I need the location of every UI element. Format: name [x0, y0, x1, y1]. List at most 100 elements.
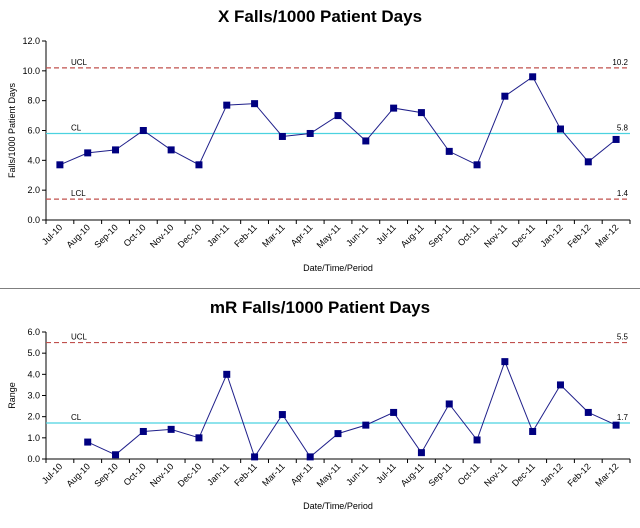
mr-data-point — [445, 400, 453, 408]
x-data-point — [417, 109, 425, 117]
mr-x-axis-title: Date/Time/Period — [303, 501, 373, 511]
x-x-axis-title: Date/Time/Period — [303, 263, 373, 273]
mr-x-tick-label: Mar-12 — [593, 461, 620, 488]
x-y-axis-title: Falls/1000 Patient Days — [7, 82, 17, 178]
x-data-point — [195, 161, 203, 169]
x-ucl-value: 10.2 — [612, 58, 628, 67]
mr-data-point — [84, 438, 92, 446]
mr-data-point — [167, 425, 175, 433]
x-data-point — [306, 129, 314, 137]
x-x-tick-label: Feb-11 — [232, 222, 259, 249]
mr-data-point — [195, 434, 203, 442]
x-y-tick-label: 8.0 — [27, 96, 40, 106]
mr-cl-label: CL — [71, 413, 82, 422]
mr-data-point — [501, 358, 509, 366]
mr-series-line — [87, 360, 617, 459]
x-x-tick-label: Sep-10 — [92, 222, 120, 250]
mr-chart-panel: mR Falls/1000 Patient Days 0.0 1.0 2.0 3.0 4.… — [0, 292, 640, 523]
x-data-point — [501, 92, 509, 100]
x-x-tick-label: Jun-11 — [344, 222, 370, 248]
mr-data-point — [529, 427, 537, 435]
x-data-point — [56, 161, 64, 169]
x-chart: X Falls/1000 Patient Days 0.0 2.0 4.0 6.0 8.0… — [7, 7, 631, 273]
mr-ucl-label: UCL — [71, 333, 88, 342]
x-x-tick-label: Nov-10 — [148, 222, 176, 250]
x-lcl-value: 1.4 — [617, 189, 629, 198]
x-data-point — [334, 112, 342, 120]
x-data-point — [529, 73, 537, 81]
x-x-tick-label: Dec-11 — [510, 222, 537, 249]
x-x-tick-label: Oct-10 — [122, 222, 148, 248]
x-data-point — [362, 137, 370, 145]
mr-y-tick-label: 1.0 — [27, 433, 40, 443]
x-data-point — [612, 135, 620, 143]
mr-x-tick-label: Nov-11 — [482, 461, 509, 488]
x-chart-title: X Falls/1000 Patient Days — [218, 7, 422, 26]
mr-y-tick-label: 2.0 — [27, 412, 40, 422]
mr-x-tick-label: Apr-11 — [289, 461, 315, 487]
x-y-tick-label: 10.0 — [22, 66, 40, 76]
x-x-tick-label: Aug-10 — [65, 222, 93, 250]
mr-chart: mR Falls/1000 Patient Days 0.0 1.0 2.0 3.0 4.… — [7, 298, 631, 511]
mr-x-tick-label: Sep-10 — [92, 461, 120, 489]
x-x-tick-label: Jan-11 — [205, 222, 231, 248]
mr-data-point — [417, 449, 425, 457]
mr-data-point — [278, 411, 286, 419]
x-chart-panel: X Falls/1000 Patient Days 0.0 2.0 4.0 6.0 8.0… — [7, 7, 631, 273]
x-data-point — [473, 161, 481, 169]
x-data-point — [139, 127, 147, 134]
x-x-tick-label: Aug-11 — [399, 222, 426, 249]
x-x-tick-label: May-11 — [315, 222, 343, 250]
mr-x-tick-label: Nov-10 — [148, 461, 176, 489]
mr-data-point — [334, 430, 342, 438]
mr-x-tick-label: Aug-10 — [65, 461, 93, 489]
x-x-tick-label: Jan-12 — [538, 222, 565, 249]
mr-data-point — [390, 408, 398, 416]
mr-x-tick-label: Jan-12 — [538, 461, 565, 488]
x-y-tick-label: 0.0 — [27, 215, 40, 225]
mr-data-point — [473, 436, 481, 444]
mr-x-tick-label: Oct-10 — [122, 461, 148, 487]
x-x-tick-label: Mar-11 — [260, 222, 287, 249]
mr-x-tick-label: Oct-11 — [456, 461, 482, 487]
mr-ucl-value: 5.5 — [617, 333, 629, 342]
mr-data-point — [223, 370, 231, 378]
x-y-tick-label: 4.0 — [27, 155, 40, 165]
x-x-tick-label: Mar-12 — [593, 222, 620, 249]
x-x-tick-label: Feb-12 — [565, 222, 592, 249]
x-x-tick-label: Nov-11 — [482, 222, 509, 249]
mr-x-tick-label: Dec-11 — [510, 461, 537, 488]
mr-x-tick-label: Jul-11 — [374, 461, 398, 485]
x-data-point — [223, 101, 231, 109]
x-x-tick-label: Jul-11 — [374, 222, 398, 246]
x-data-point — [112, 146, 120, 154]
mr-x-tick-label: Jul-10 — [40, 461, 64, 485]
x-ucl-label: UCL — [71, 58, 88, 67]
x-series-line — [59, 76, 617, 166]
mr-y-tick-label: 4.0 — [27, 369, 40, 379]
mr-data-point — [112, 451, 120, 459]
x-data-point — [84, 149, 92, 157]
mr-x-tick-label: Feb-11 — [232, 461, 259, 488]
x-x-tick-label: Oct-11 — [456, 222, 482, 248]
mr-x-tick-label: Feb-12 — [565, 461, 592, 488]
x-cl-label: CL — [71, 123, 82, 132]
x-data-point — [278, 132, 286, 140]
mr-x-tick-label: Jan-11 — [205, 461, 231, 487]
mr-data-point — [556, 381, 564, 389]
x-x-tick-label: Sep-11 — [427, 222, 454, 249]
x-data-point — [556, 125, 564, 133]
x-data-point — [390, 104, 398, 112]
x-data-point — [445, 147, 453, 155]
mr-y-axis-title: Range — [7, 382, 17, 409]
mr-chart-title: mR Falls/1000 Patient Days — [210, 298, 430, 317]
x-x-tick-label: Dec-10 — [176, 222, 204, 250]
mr-data-point — [306, 453, 314, 461]
mr-y-tick-label: 6.0 — [27, 327, 40, 337]
x-y-tick-label: 12.0 — [22, 36, 40, 46]
x-y-tick-label: 6.0 — [27, 126, 40, 136]
x-lcl-label: LCL — [71, 189, 86, 198]
x-data-point — [167, 146, 175, 154]
chart-divider — [0, 288, 640, 289]
mr-data-point — [251, 453, 259, 461]
